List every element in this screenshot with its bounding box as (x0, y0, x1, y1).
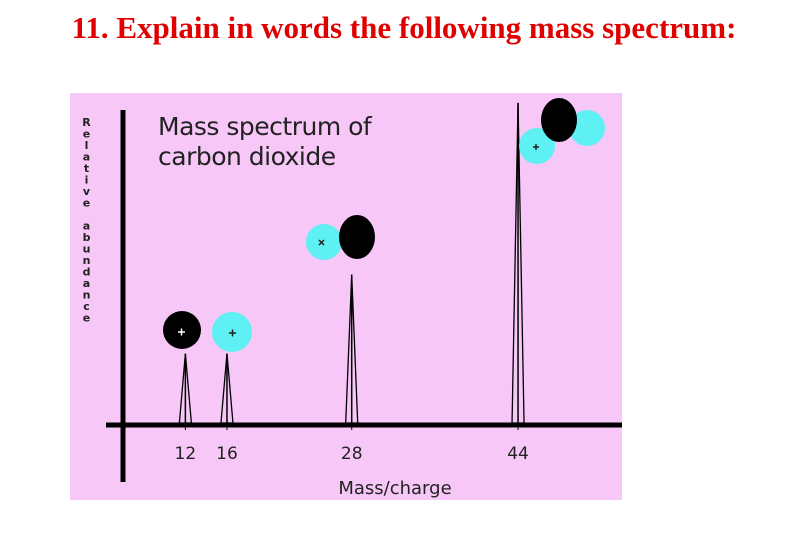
oxygen-atom (306, 224, 342, 260)
peak (511, 102, 525, 424)
charge-sign (178, 328, 185, 336)
slide-title: 11. Explain in words the following mass … (71, 10, 737, 45)
x-tick-label: 12 (175, 444, 197, 464)
oxygen-atom (519, 128, 555, 164)
x-tick-label: 44 (507, 444, 529, 464)
charge-sign (229, 329, 236, 337)
x-tick-label: 28 (341, 444, 363, 464)
peak (345, 274, 359, 424)
x-tick-label: 16 (216, 444, 238, 464)
peak (178, 353, 193, 424)
y-axis-label: Relative abundance (80, 116, 93, 323)
charge-sign (318, 239, 325, 246)
carbon-atom (541, 98, 577, 142)
x-axis-label: Mass/charge (338, 478, 451, 499)
molecule-icons (163, 98, 605, 352)
oxygen-atom (569, 110, 605, 146)
carbon-atom (339, 215, 375, 259)
peak (220, 353, 234, 424)
charge-sign (533, 144, 539, 150)
chart-title: Mass spectrum of carbon dioxide (158, 112, 372, 171)
